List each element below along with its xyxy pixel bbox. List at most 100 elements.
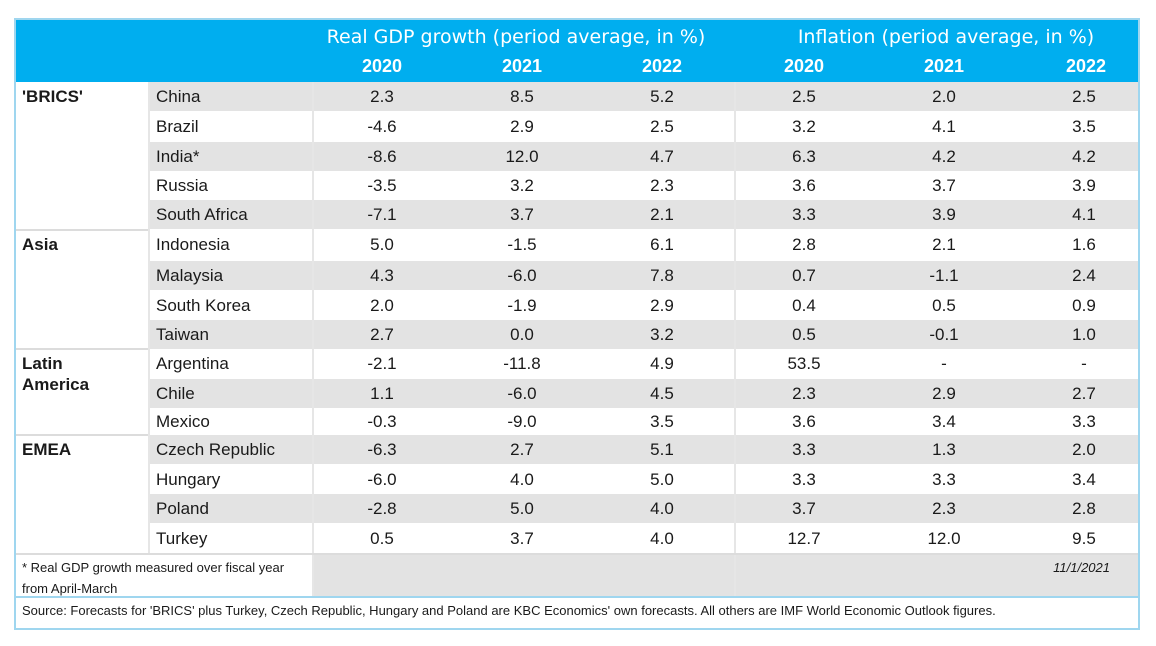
footer-shade bbox=[312, 554, 1138, 596]
gdp-value: 4.0 bbox=[650, 499, 674, 518]
year-header-inf-2020: 2020 bbox=[783, 56, 825, 76]
country-name: India* bbox=[156, 147, 200, 166]
inflation-value: 1.3 bbox=[932, 440, 956, 459]
region-label: Asia bbox=[22, 235, 58, 254]
year-header-gdp-2021: 2021 bbox=[501, 56, 543, 76]
gdp-value: -6.0 bbox=[507, 384, 537, 403]
inflation-value: - bbox=[1081, 354, 1087, 373]
gdp-value: 5.0 bbox=[510, 499, 534, 518]
country-name: China bbox=[156, 87, 201, 106]
inflation-value: 6.3 bbox=[792, 147, 816, 166]
gdp-value: 2.9 bbox=[510, 117, 534, 136]
inflation-value: 2.5 bbox=[1072, 87, 1096, 106]
inflation-value: 2.3 bbox=[932, 499, 956, 518]
country-name: Indonesia bbox=[156, 235, 230, 254]
inflation-value: 3.7 bbox=[792, 499, 816, 518]
inflation-value: 0.5 bbox=[792, 325, 816, 344]
gdp-value: -6.3 bbox=[367, 440, 397, 459]
inflation-value: 3.3 bbox=[792, 205, 816, 224]
country-name: Malaysia bbox=[156, 266, 224, 285]
inflation-value: 12.0 bbox=[927, 529, 961, 548]
inflation-value: - bbox=[941, 354, 947, 373]
gdp-value: 3.5 bbox=[650, 412, 674, 431]
gdp-value: 3.2 bbox=[650, 325, 674, 344]
country-name: Taiwan bbox=[156, 325, 209, 344]
gdp-value: 6.1 bbox=[650, 235, 674, 254]
inflation-value: 3.3 bbox=[1072, 412, 1096, 431]
gdp-value: -3.5 bbox=[367, 176, 397, 195]
inflation-value: 4.2 bbox=[932, 147, 956, 166]
gdp-value: -2.1 bbox=[367, 354, 397, 373]
country-name: Turkey bbox=[156, 529, 208, 548]
inflation-value: 9.5 bbox=[1072, 529, 1096, 548]
inflation-value: 3.9 bbox=[932, 205, 956, 224]
gdp-value: 3.2 bbox=[510, 176, 534, 195]
country-name: Mexico bbox=[156, 412, 210, 431]
country-name: Czech Republic bbox=[156, 440, 276, 459]
gdp-value: -0.3 bbox=[367, 412, 397, 431]
country-name: Poland bbox=[156, 499, 209, 518]
inflation-value: 3.3 bbox=[792, 440, 816, 459]
inflation-value: 2.1 bbox=[932, 235, 956, 254]
inflation-value: 0.5 bbox=[932, 296, 956, 315]
gdp-value: 4.3 bbox=[370, 266, 394, 285]
year-header-gdp-2022: 2022 bbox=[641, 56, 683, 76]
inflation-value: 3.5 bbox=[1072, 117, 1096, 136]
inflation-value: 2.7 bbox=[1072, 384, 1096, 403]
inflation-value: 3.4 bbox=[932, 412, 956, 431]
country-name: Brazil bbox=[156, 117, 199, 136]
region-label: Latin America bbox=[22, 354, 90, 394]
column-divider bbox=[148, 82, 150, 554]
year-header-gdp-2020: 2020 bbox=[361, 56, 403, 76]
country-name: South Africa bbox=[156, 205, 248, 224]
inflation-value: 1.6 bbox=[1072, 235, 1096, 254]
inflation-value: 2.8 bbox=[792, 235, 816, 254]
gdp-value: 2.7 bbox=[370, 325, 394, 344]
country-name: South Korea bbox=[156, 296, 251, 315]
inflation-value: 2.9 bbox=[932, 384, 956, 403]
gdp-value: 5.0 bbox=[370, 235, 394, 254]
gdp-value: -6.0 bbox=[507, 266, 537, 285]
gdp-value: 4.9 bbox=[650, 354, 674, 373]
gdp-value: -2.8 bbox=[367, 499, 397, 518]
table-header: Real GDP growth (period average, in %) I… bbox=[16, 20, 1138, 82]
row-divider bbox=[16, 596, 1138, 598]
inflation-value: -0.1 bbox=[929, 325, 959, 344]
gdp-value: 7.8 bbox=[650, 266, 674, 285]
date-stamp: 11/1/2021 bbox=[1053, 560, 1110, 575]
gdp-header-title: Real GDP growth (period average, in %) bbox=[326, 26, 706, 48]
gdp-value: -1.5 bbox=[507, 235, 537, 254]
inflation-value: 3.6 bbox=[792, 176, 816, 195]
country-name: Chile bbox=[156, 384, 195, 403]
region-divider bbox=[16, 348, 148, 350]
region-divider bbox=[16, 434, 148, 436]
gdp-value: 3.7 bbox=[510, 205, 534, 224]
inflation-value: 2.0 bbox=[932, 87, 956, 106]
gdp-value: 3.7 bbox=[510, 529, 534, 548]
inflation-header-title: Inflation (period average, in %) bbox=[797, 26, 1095, 48]
inflation-value: 2.4 bbox=[1072, 266, 1096, 285]
source-note: Source: Forecasts for 'BRICS' plus Turke… bbox=[22, 603, 996, 618]
inflation-value: 3.3 bbox=[792, 470, 816, 489]
inflation-value: 3.2 bbox=[792, 117, 816, 136]
footnote: * Real GDP growth measured over fiscal y… bbox=[22, 560, 285, 596]
gdp-value: 2.1 bbox=[650, 205, 674, 224]
inflation-value: 12.7 bbox=[787, 529, 821, 548]
gdp-value: 1.1 bbox=[370, 384, 394, 403]
inflation-value: 0.4 bbox=[792, 296, 816, 315]
gdp-value: -8.6 bbox=[367, 147, 397, 166]
inflation-value: 3.7 bbox=[932, 176, 956, 195]
inflation-value: 1.0 bbox=[1072, 325, 1096, 344]
gdp-value: -7.1 bbox=[367, 205, 397, 224]
gdp-value: 5.0 bbox=[650, 470, 674, 489]
column-divider bbox=[312, 82, 314, 596]
gdp-value: 4.7 bbox=[650, 147, 674, 166]
column-divider bbox=[734, 82, 736, 596]
inflation-value: 4.2 bbox=[1072, 147, 1096, 166]
gdp-value: -11.8 bbox=[503, 354, 541, 373]
gdp-value: 2.5 bbox=[650, 117, 674, 136]
inflation-value: 4.1 bbox=[1072, 205, 1096, 224]
inflation-value: 2.5 bbox=[792, 87, 816, 106]
gdp-value: -1.9 bbox=[507, 296, 537, 315]
country-name: Argentina bbox=[156, 354, 229, 373]
